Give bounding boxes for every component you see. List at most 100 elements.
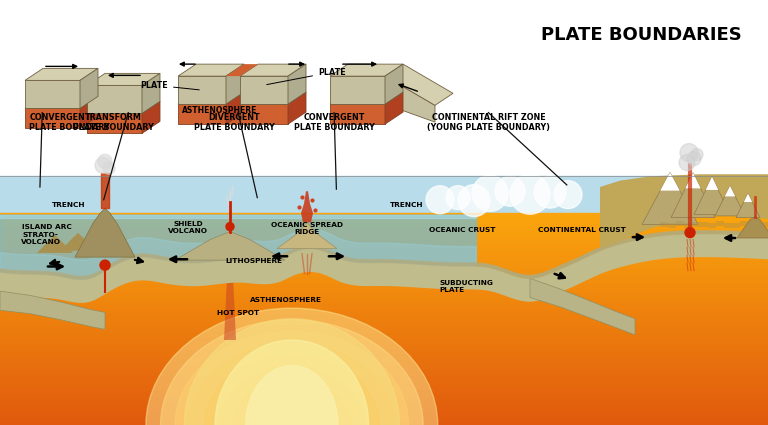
Text: OCEANIC SPREAD
RIDGE: OCEANIC SPREAD RIDGE (271, 222, 343, 235)
Text: DIVERGENT
PLATE BOUNDARY: DIVERGENT PLATE BOUNDARY (194, 113, 275, 132)
Text: ISLAND ARC: ISLAND ARC (22, 224, 71, 230)
Polygon shape (142, 102, 160, 133)
Polygon shape (385, 64, 403, 104)
Polygon shape (240, 104, 288, 124)
Polygon shape (600, 174, 768, 249)
Polygon shape (725, 186, 735, 196)
Polygon shape (226, 92, 258, 104)
Text: LITHOSPHERE: LITHOSPHERE (225, 258, 282, 264)
Polygon shape (37, 235, 73, 253)
Polygon shape (694, 177, 730, 215)
Circle shape (510, 174, 550, 214)
Bar (748, 224, 756, 229)
Text: CONVERGENT
PLATE BOUNDARY: CONVERGENT PLATE BOUNDARY (293, 113, 375, 132)
Polygon shape (385, 92, 403, 124)
Bar (700, 222, 708, 227)
Text: CONTINENTAL RIFT ZONE
(YOUNG PLATE BOUNDARY): CONTINENTAL RIFT ZONE (YOUNG PLATE BOUND… (427, 113, 550, 132)
Polygon shape (87, 102, 160, 113)
Polygon shape (0, 234, 768, 303)
Bar (660, 222, 668, 227)
Circle shape (691, 149, 703, 161)
Circle shape (226, 223, 234, 231)
Polygon shape (706, 177, 718, 190)
Polygon shape (330, 104, 385, 124)
Polygon shape (743, 194, 752, 202)
Text: OCEANIC CRUST: OCEANIC CRUST (429, 227, 495, 232)
Polygon shape (80, 68, 98, 108)
Ellipse shape (190, 343, 394, 425)
Text: SHIELD
VOLCANO: SHIELD VOLCANO (168, 221, 208, 234)
Text: PLATE: PLATE (266, 68, 346, 85)
Circle shape (534, 176, 566, 208)
Polygon shape (87, 74, 160, 85)
Circle shape (679, 155, 695, 170)
Bar (684, 223, 692, 228)
Polygon shape (240, 76, 288, 104)
Ellipse shape (175, 332, 409, 425)
Circle shape (446, 186, 470, 210)
Polygon shape (301, 191, 313, 222)
Ellipse shape (161, 320, 423, 425)
Ellipse shape (246, 366, 338, 425)
Text: SUBDUCTING
PLATE: SUBDUCTING PLATE (439, 280, 493, 293)
Circle shape (426, 186, 454, 214)
Polygon shape (330, 64, 403, 76)
Polygon shape (142, 74, 160, 113)
Bar (724, 223, 732, 228)
Text: ASTHENOSPHERE: ASTHENOSPHERE (182, 106, 258, 115)
Polygon shape (226, 64, 244, 104)
Circle shape (472, 176, 508, 211)
Circle shape (680, 144, 698, 162)
Polygon shape (240, 92, 306, 104)
Bar (764, 222, 768, 227)
Circle shape (458, 184, 490, 217)
Polygon shape (385, 64, 453, 105)
Polygon shape (288, 92, 306, 124)
Bar (708, 224, 716, 229)
Polygon shape (178, 104, 226, 124)
Text: TRENCH: TRENCH (52, 202, 86, 208)
Polygon shape (25, 68, 98, 80)
Polygon shape (240, 64, 306, 76)
Polygon shape (80, 96, 98, 128)
Polygon shape (178, 64, 244, 76)
Polygon shape (660, 173, 680, 190)
Text: PLATE BOUNDARIES: PLATE BOUNDARIES (541, 26, 742, 43)
Polygon shape (25, 108, 80, 128)
Circle shape (685, 228, 695, 238)
Text: ASTHENOSPHERE: ASTHENOSPHERE (250, 297, 322, 303)
Polygon shape (530, 278, 635, 335)
Polygon shape (226, 104, 240, 124)
Ellipse shape (184, 319, 399, 425)
Polygon shape (330, 92, 403, 104)
Polygon shape (385, 76, 435, 122)
Ellipse shape (146, 308, 438, 425)
Polygon shape (226, 64, 258, 76)
Polygon shape (0, 291, 105, 329)
Bar (740, 221, 748, 226)
Polygon shape (685, 173, 700, 188)
Ellipse shape (248, 390, 336, 425)
Polygon shape (277, 222, 337, 249)
Circle shape (100, 260, 110, 270)
Bar (756, 221, 764, 227)
Text: CONVERGENT
PLATE BOUNDARY: CONVERGENT PLATE BOUNDARY (29, 113, 110, 132)
Polygon shape (60, 233, 96, 251)
Circle shape (687, 152, 701, 166)
Text: TRENCH: TRENCH (390, 202, 424, 208)
Text: TRANSFORM
PLATE BOUNDARY: TRANSFORM PLATE BOUNDARY (73, 113, 154, 132)
Polygon shape (25, 96, 98, 108)
Circle shape (95, 157, 111, 173)
Bar (716, 221, 724, 226)
Polygon shape (715, 186, 745, 216)
Circle shape (103, 162, 115, 174)
Polygon shape (87, 113, 142, 133)
Polygon shape (87, 85, 142, 113)
Polygon shape (75, 208, 135, 257)
Polygon shape (25, 80, 80, 108)
Text: STRATO-
VOLCANO: STRATO- VOLCANO (21, 232, 61, 245)
Polygon shape (671, 173, 715, 218)
Polygon shape (737, 217, 768, 238)
Ellipse shape (215, 340, 369, 425)
Ellipse shape (233, 378, 350, 425)
